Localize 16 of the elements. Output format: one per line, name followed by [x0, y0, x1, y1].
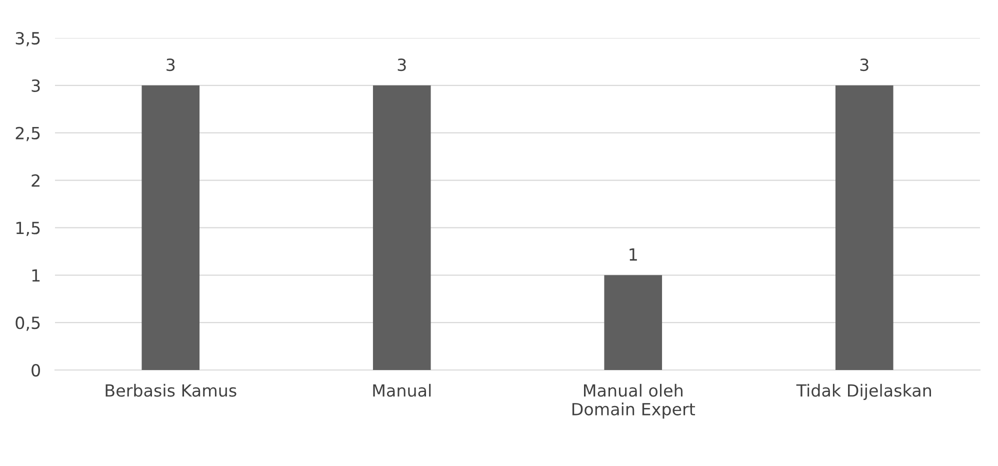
x-tick-label: Berbasis Kamus — [106, 384, 236, 397]
x-tick-label: Manual — [373, 384, 431, 397]
y-tick-label: 2 — [32, 174, 40, 187]
x-tick-label: Tidak Dijelaskan — [796, 384, 931, 400]
y-tick-label: 0 — [32, 364, 40, 377]
data-label: 3 — [398, 58, 406, 72]
y-tick-label: 1 — [32, 269, 40, 282]
y-tick-label: 3 — [32, 79, 40, 92]
y-tick-label: 1,5 — [16, 222, 40, 236]
y-tick-label: 3,5 — [16, 32, 40, 46]
data-label: 1 — [630, 248, 637, 261]
y-tick-label: 2,5 — [16, 126, 40, 142]
y-tick-label: 0,5 — [16, 316, 40, 331]
data-label: 3 — [166, 58, 175, 72]
x-tick-label: Manual oleh Domain Expert — [572, 384, 696, 419]
data-label: 3 — [860, 58, 868, 72]
